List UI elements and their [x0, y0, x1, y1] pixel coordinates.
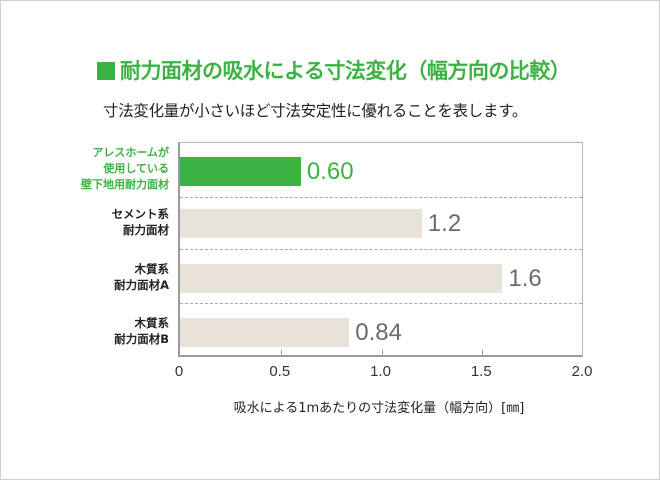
x-axis-tick [280, 350, 282, 355]
plot-area: 0.60 1.2 1.6 0.84 [178, 142, 583, 357]
category-label-line: 木質系 [134, 262, 170, 276]
category-label-line: 木質系 [134, 316, 170, 330]
separator-line [180, 197, 582, 198]
x-axis-tick-label: 1.5 [470, 363, 492, 380]
bar-3 [180, 318, 350, 347]
x-axis-tick [381, 350, 383, 355]
category-label-line: 耐力面材B [114, 332, 169, 346]
category-label: アレスホームが使用している壁下地用耐力面材 [81, 145, 169, 193]
separator-line [180, 249, 582, 250]
x-axis-tick [482, 350, 484, 355]
category-label-line: 耐力面材 [123, 223, 169, 237]
bar-1 [180, 209, 422, 238]
bar-value-label: 1.2 [427, 210, 462, 237]
chart-title: 耐力面材の吸水による寸法変化（幅方向の比較） [97, 55, 617, 85]
x-axis-tick-label: 1.0 [370, 363, 391, 380]
bar-2 [180, 264, 503, 293]
x-axis-tick-label: 0.5 [269, 363, 291, 380]
category-label: 木質系耐力面材B [114, 315, 169, 347]
category-label-line: 耐力面材A [114, 278, 169, 292]
bar-value-label: 0.60 [306, 158, 354, 185]
chart-subtitle: 寸法変化量が小さいほど寸法安定性に優れることを表します。 [103, 102, 528, 120]
category-label: 木質系耐力面材A [114, 261, 169, 293]
category-label-line: アレスホームが [92, 146, 169, 159]
title-square-icon [97, 62, 115, 80]
bar-value-label: 0.84 [355, 319, 402, 346]
x-axis-tick-label: 2.0 [571, 363, 593, 380]
category-label-line: セメント系 [111, 207, 169, 221]
category-label-line: 壁下地用耐力面材 [81, 178, 169, 191]
category-label-line: 使用している [103, 162, 169, 175]
bar-value-label: 1.6 [508, 265, 542, 292]
chart-title-text: 耐力面材の吸水による寸法変化（幅方向の比較） [120, 59, 571, 83]
x-axis-tick-label: 0 [174, 363, 184, 380]
bar-0 [180, 157, 301, 186]
category-label: セメント系耐力面材 [112, 206, 169, 238]
x-axis-label: 吸水による1mあたりの寸法変化量（幅方向）[㎜] [233, 401, 525, 416]
separator-line [180, 303, 582, 304]
